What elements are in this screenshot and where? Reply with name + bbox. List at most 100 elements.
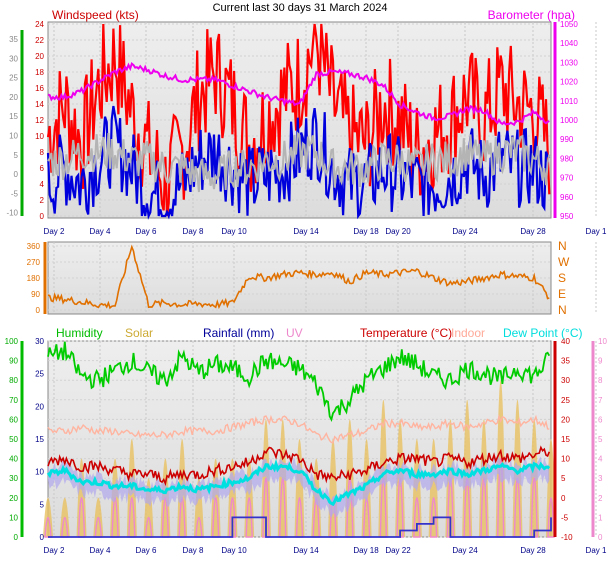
climate-x-tick-label: Day 4 (90, 546, 111, 555)
uv-tick-label: 1 (598, 513, 603, 522)
humidity-line (47, 341, 551, 422)
rain-tick-label: 20 (35, 402, 44, 411)
climate-x-tick-label: Day 1 (586, 546, 607, 555)
humidity-tick-label: 80 (9, 376, 18, 385)
uv-bar (245, 497, 253, 538)
direction-grid (48, 242, 597, 314)
rainfall-line (48, 516, 552, 538)
wind-outer-tick-label: 35 (9, 35, 18, 44)
wind-outer-tick-label: -10 (6, 209, 18, 218)
direction-series-line (47, 244, 550, 310)
wind-series-line (47, 61, 550, 127)
climate-x-tick-label: Day 18 (353, 546, 379, 555)
wind-kts-tick-label: 8 (40, 148, 45, 157)
compass-label: S (558, 271, 566, 285)
wind-series-line (47, 131, 551, 193)
humidity-tick-label: 100 (5, 337, 19, 346)
wind-kts-tick-label: 0 (40, 212, 45, 221)
climate-x-tick-label: Day 8 (183, 546, 204, 555)
uv-bar (429, 497, 438, 538)
wind-kts-tick-label: 16 (35, 84, 44, 93)
wind-outer-tick-label: 15 (9, 112, 18, 121)
wind-x-tick-label: Day 4 (90, 227, 111, 236)
direction-axes-ticks: 360 N 270 W 180 S 90 E 0 N (27, 239, 570, 317)
rain-tick-label: 25 (35, 370, 44, 379)
climate-x-tick-label: Day 6 (136, 546, 157, 555)
barometer-tick-label: 970 (560, 174, 574, 183)
uv-tick-label: 4 (598, 455, 603, 464)
barometer-tick-label: 1010 (560, 97, 578, 106)
uv-tick-label: 10 (598, 337, 607, 346)
direction-tick-label: 90 (31, 290, 40, 299)
temperature-tick-label: 0 (561, 494, 566, 503)
barometer-tick-label: 1050 (560, 20, 578, 29)
wind-kts-tick-label: 12 (35, 116, 44, 125)
rain-tick-label: 15 (35, 435, 44, 444)
compass-label: N (558, 303, 567, 317)
direction-series (47, 244, 550, 310)
compass-label: W (558, 255, 570, 269)
humidity-tick-label: 70 (9, 396, 18, 405)
climate-legend-label: UV (286, 326, 303, 340)
direction-tick-label: 0 (36, 306, 41, 315)
wind-kts-tick-label: 20 (35, 52, 44, 61)
direction-tick-label: 180 (27, 274, 41, 283)
windspeed-axis-label: Windspeed (kts) (52, 8, 139, 22)
wind-x-tick-label: Day 2 (44, 227, 65, 236)
wind-outer-tick-label: 0 (14, 170, 19, 179)
direction-tick-label: 360 (27, 242, 41, 251)
uv-tick-label: 0 (598, 533, 603, 542)
uv-bar (295, 497, 304, 538)
climate-legend: Humidity Solar Rainfall (mm) UV Temperature … (56, 326, 582, 340)
temperature-tick-label: 35 (561, 357, 570, 366)
indoor-temp-line (47, 414, 550, 444)
climate-x-tick-label: Day 14 (293, 546, 319, 555)
barometer-tick-label: 1030 (560, 58, 578, 67)
temperature-tick-label: 30 (561, 376, 570, 385)
wind-kts-tick-label: 18 (35, 68, 44, 77)
barometer-axis-label: Barometer (hpa) (488, 8, 575, 22)
climate-legend-label: Solar (125, 326, 153, 340)
climate-x-tick-label: Day 22 (385, 546, 411, 555)
compass-label: N (558, 239, 567, 253)
barometer-tick-label: 980 (560, 154, 574, 163)
wind-series (46, 23, 551, 220)
humidity-tick-label: 0 (14, 533, 19, 542)
wind-outer-tick-label: 30 (9, 54, 18, 63)
wind-outer-tick-label: 10 (9, 132, 18, 141)
uv-tick-label: 2 (598, 494, 603, 503)
uv-tick-label: 5 (598, 435, 603, 444)
uv-bar (211, 497, 220, 538)
wind-kts-tick-label: 22 (35, 36, 44, 45)
wind-x-tick-label: Day 24 (452, 227, 478, 236)
solar-bar (428, 439, 439, 537)
wind-x-tick-label: Day 28 (520, 227, 546, 236)
rain-tick-label: 10 (35, 468, 44, 477)
climate-legend-label: Humidity (56, 326, 103, 340)
wind-kts-tick-label: 2 (40, 196, 45, 205)
climate-legend-label: Indoor (451, 326, 485, 340)
climate-legend-label: Dew Point (°C) (503, 326, 582, 340)
uv-bar (77, 497, 86, 538)
uv-bar (413, 497, 421, 538)
climate-legend-label: Rainfall (mm) (203, 326, 274, 340)
barometer-tick-label: 1020 (560, 78, 578, 87)
direction-tick-label: 270 (27, 258, 41, 267)
uv-bar (496, 458, 505, 538)
humidity-tick-label: 30 (9, 474, 18, 483)
wind-x-tick-label: Day 6 (136, 227, 157, 236)
wind-x-tick-label: Day 20 (385, 227, 411, 236)
uv-tick-label: 6 (598, 415, 603, 424)
wind-x-tick-label: Day 8 (183, 227, 204, 236)
wind-x-tick-label: Day 18 (353, 227, 379, 236)
humidity-tick-label: 90 (9, 357, 18, 366)
uv-tick-label: 8 (598, 376, 603, 385)
wind-outer-tick-label: 20 (9, 93, 18, 102)
wind-outer-tick-label: 5 (14, 151, 19, 160)
barometer-tick-label: 990 (560, 135, 574, 144)
wind-series-line (46, 23, 551, 217)
direction-plot-area (47, 241, 552, 315)
rain-tick-label: 30 (35, 337, 44, 346)
